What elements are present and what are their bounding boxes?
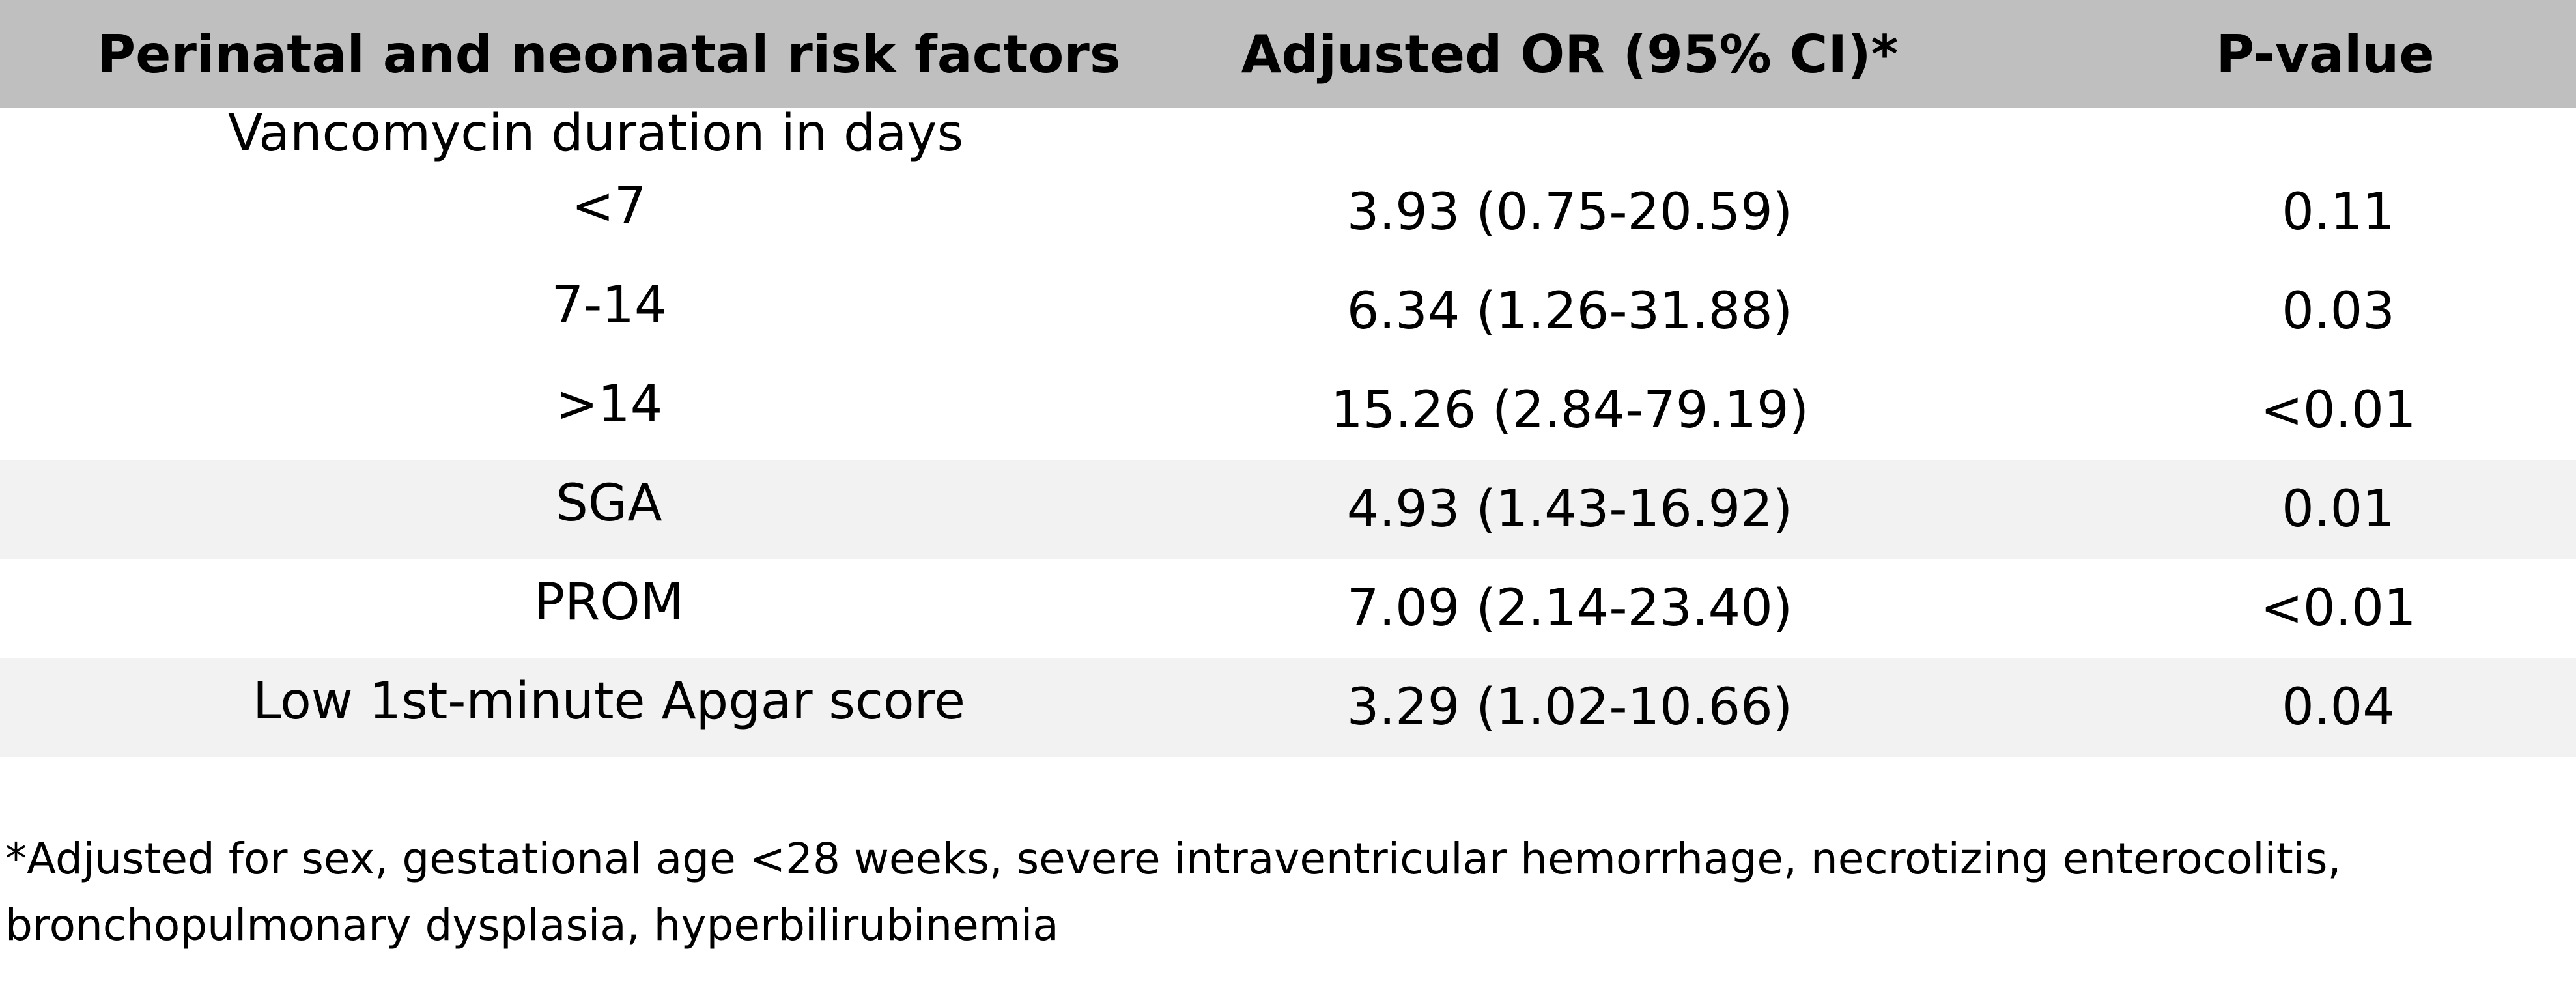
table-row: Low 1st-minute Apgar score 3.29 (1.02-10… [0, 658, 2576, 757]
p-value-cell: <0.01 [2260, 579, 2416, 638]
table-header-row: Perinatal and neonatal risk factors Adju… [0, 0, 2576, 108]
table-row: <7 3.93 (0.75-20.59) 0.11 [0, 163, 2576, 262]
footnote-line-2: bronchopulmonary dysplasia, hyperbilirub… [5, 900, 1059, 950]
factor-cell: Low 1st-minute Apgar score [253, 672, 965, 731]
p-value-cell: <0.01 [2260, 381, 2416, 440]
factor-cell: PROM [534, 573, 684, 632]
table-row: SGA 4.93 (1.43-16.92) 0.01 [0, 460, 2576, 559]
factor-cell: >14 [555, 375, 663, 434]
p-value-cell: 0.03 [2282, 282, 2395, 341]
or-cell: 7.09 (2.14-23.40) [1346, 579, 1793, 638]
table-row: PROM 7.09 (2.14-23.40) <0.01 [0, 559, 2576, 658]
group-label: Vancomycin duration in days [228, 104, 964, 163]
or-cell: 4.93 (1.43-16.92) [1346, 480, 1793, 539]
p-value-cell: 0.04 [2282, 678, 2395, 737]
p-value-cell: 0.01 [2282, 480, 2395, 539]
table-row: >14 15.26 (2.84-79.19) <0.01 [0, 361, 2576, 460]
p-value-cell: 0.11 [2282, 183, 2395, 242]
or-cell: 3.29 (1.02-10.66) [1346, 678, 1793, 737]
group-row-vancomycin: Vancomycin duration in days [0, 104, 2576, 163]
factor-cell: SGA [556, 474, 662, 533]
factor-cell: <7 [571, 177, 647, 236]
header-risk-factors: Perinatal and neonatal risk factors [97, 23, 1121, 85]
or-cell: 6.34 (1.26-31.88) [1346, 282, 1793, 341]
factor-cell: 7-14 [551, 276, 667, 335]
risk-factor-table: Perinatal and neonatal risk factors Adju… [0, 0, 2576, 757]
header-adjusted-or: Adjusted OR (95% CI)* [1241, 23, 1899, 85]
table-footnote: *Adjusted for sex, gestational age <28 w… [5, 826, 2558, 959]
or-cell: 3.93 (0.75-20.59) [1346, 183, 1793, 242]
footnote-line-1: *Adjusted for sex, gestational age <28 w… [5, 834, 2342, 884]
header-p-value: P-value [2216, 23, 2435, 85]
table-row: 7-14 6.34 (1.26-31.88) 0.03 [0, 262, 2576, 361]
or-cell: 15.26 (2.84-79.19) [1330, 381, 1809, 440]
